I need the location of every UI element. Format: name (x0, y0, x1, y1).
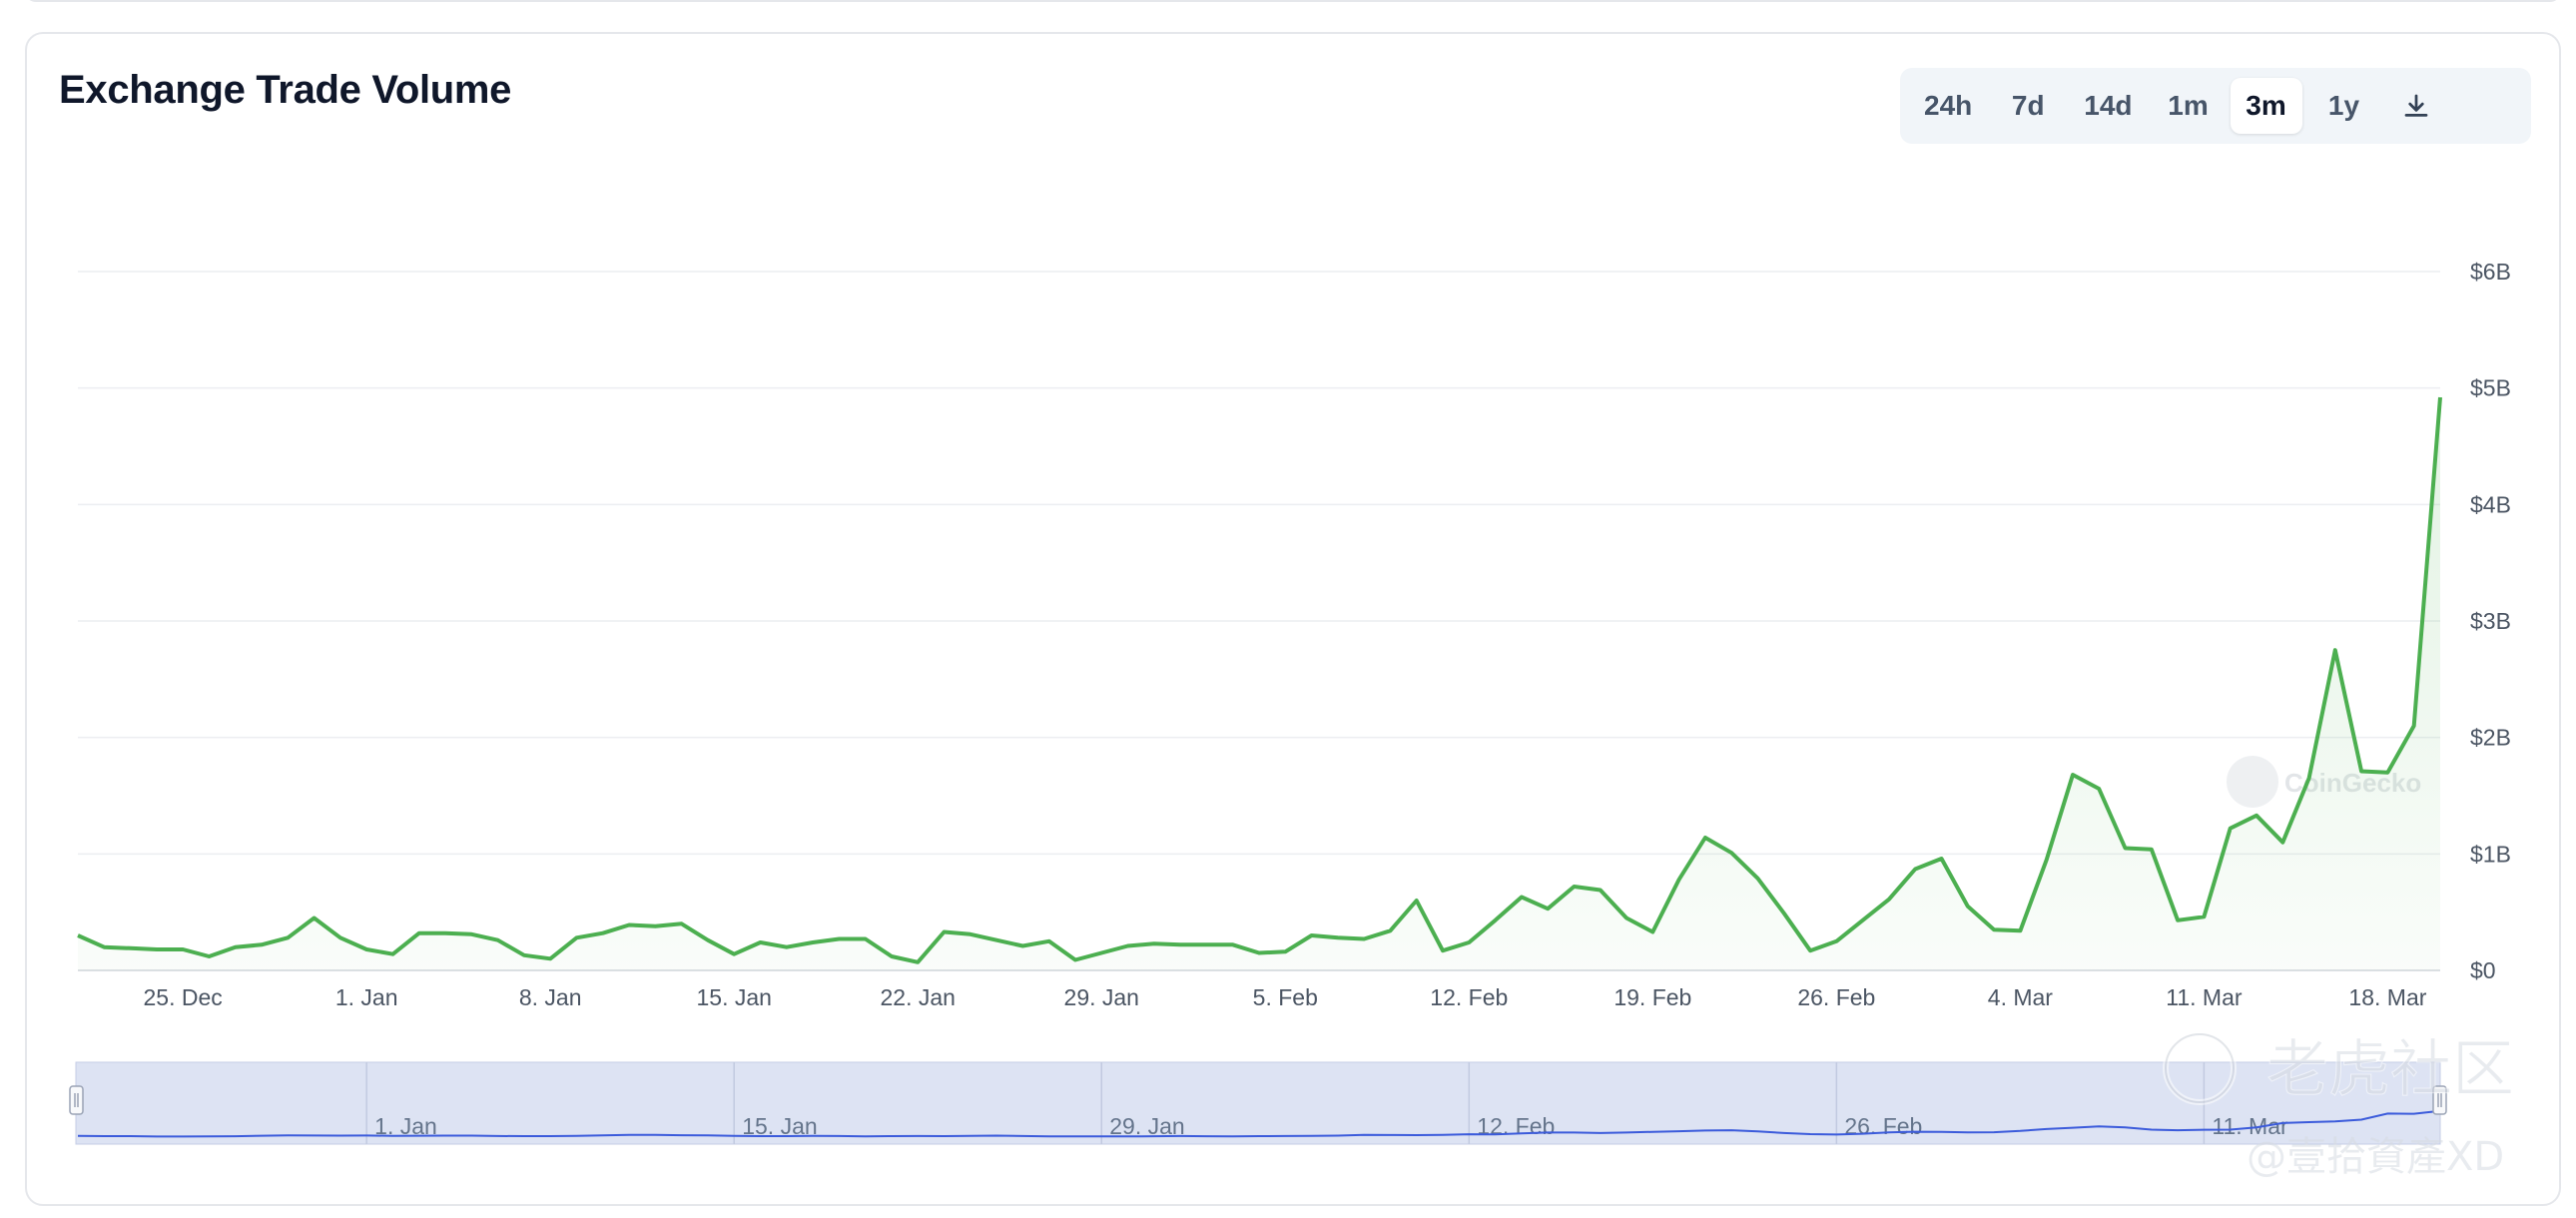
navigator-label: 29. Jan (1109, 1113, 1184, 1139)
x-tick-label: 25. Dec (144, 984, 223, 1010)
x-axis: 25. Dec 1. Jan 8. Jan 15. Jan 22. Jan 29. Jan… (144, 984, 2427, 1010)
navigator-label: 26. Feb (1844, 1113, 1922, 1139)
navigator-left-handle[interactable] (69, 1085, 84, 1115)
chart-title: Exchange Trade Volume (59, 68, 512, 112)
range-14d-button[interactable]: 14d (2084, 90, 2133, 121)
volume-line (77, 396, 2442, 964)
download-icon (2404, 94, 2427, 117)
x-tick-label: 11. Mar (2166, 984, 2243, 1010)
navigator-label: 11. Mar (2212, 1113, 2288, 1139)
x-tick-label: 18. Mar (2348, 984, 2426, 1010)
download-button[interactable] (2386, 78, 2446, 134)
navigator-label: 15. Jan (742, 1113, 817, 1139)
x-tick-label: 5. Feb (1253, 984, 1318, 1010)
range-navigator[interactable]: 1. Jan 15. Jan 29. Jan 12. Feb 26. Feb 11. Ma… (69, 1061, 2447, 1145)
x-tick-label: 4. Mar (1988, 984, 2054, 1010)
range-7d-button[interactable]: 7d (2011, 90, 2045, 121)
volume-area (78, 397, 2440, 970)
x-tick-label: 19. Feb (1613, 984, 1691, 1010)
chart-card: Exchange Trade Volume 24h 7d 14d 1m 3m 1… (25, 32, 2561, 1206)
navigator-line (77, 1109, 2441, 1138)
y-tick-label: $3B (2470, 608, 2511, 634)
navigator-right-handle[interactable] (2432, 1085, 2447, 1115)
site-watermark: 老虎社区 @壹拾資產XD (2163, 1031, 2515, 1180)
x-tick-label: 12. Feb (1430, 984, 1508, 1010)
y-axis: $0 $1B $2B $3B $4B $5B $6B (2470, 259, 2511, 983)
y-tick-label: $6B (2470, 259, 2511, 285)
y-tick-label: $1B (2470, 841, 2511, 867)
y-tick-label: $4B (2470, 491, 2511, 517)
x-tick-label: 29. Jan (1064, 984, 1139, 1010)
y-tick-label: $5B (2470, 375, 2511, 401)
x-tick-label: 8. Jan (519, 984, 582, 1010)
x-tick-label: 1. Jan (335, 984, 398, 1010)
x-tick-label: 26. Feb (1797, 984, 1875, 1010)
x-tick-label: 15. Jan (696, 984, 771, 1010)
coingecko-logo-icon (2227, 756, 2278, 808)
x-tick-label: 22. Jan (881, 984, 956, 1010)
time-range-selector: 24h 7d 14d 1m 3m 1y (1900, 68, 2531, 144)
y-tick-label: $2B (2470, 725, 2511, 751)
range-1y-button[interactable]: 1y (2327, 90, 2360, 121)
site-watermark-text: 老虎社区 (2266, 1032, 2514, 1105)
navigator-selection[interactable] (75, 1061, 2441, 1145)
range-3m-button[interactable]: 3m (2230, 78, 2302, 134)
range-24h-button[interactable]: 24h (1924, 90, 1973, 121)
y-tick-label: $0 (2470, 957, 2496, 983)
range-1m-button[interactable]: 1m (2168, 90, 2209, 121)
handle-watermark-text: @壹拾資產XD (2247, 1134, 2504, 1180)
